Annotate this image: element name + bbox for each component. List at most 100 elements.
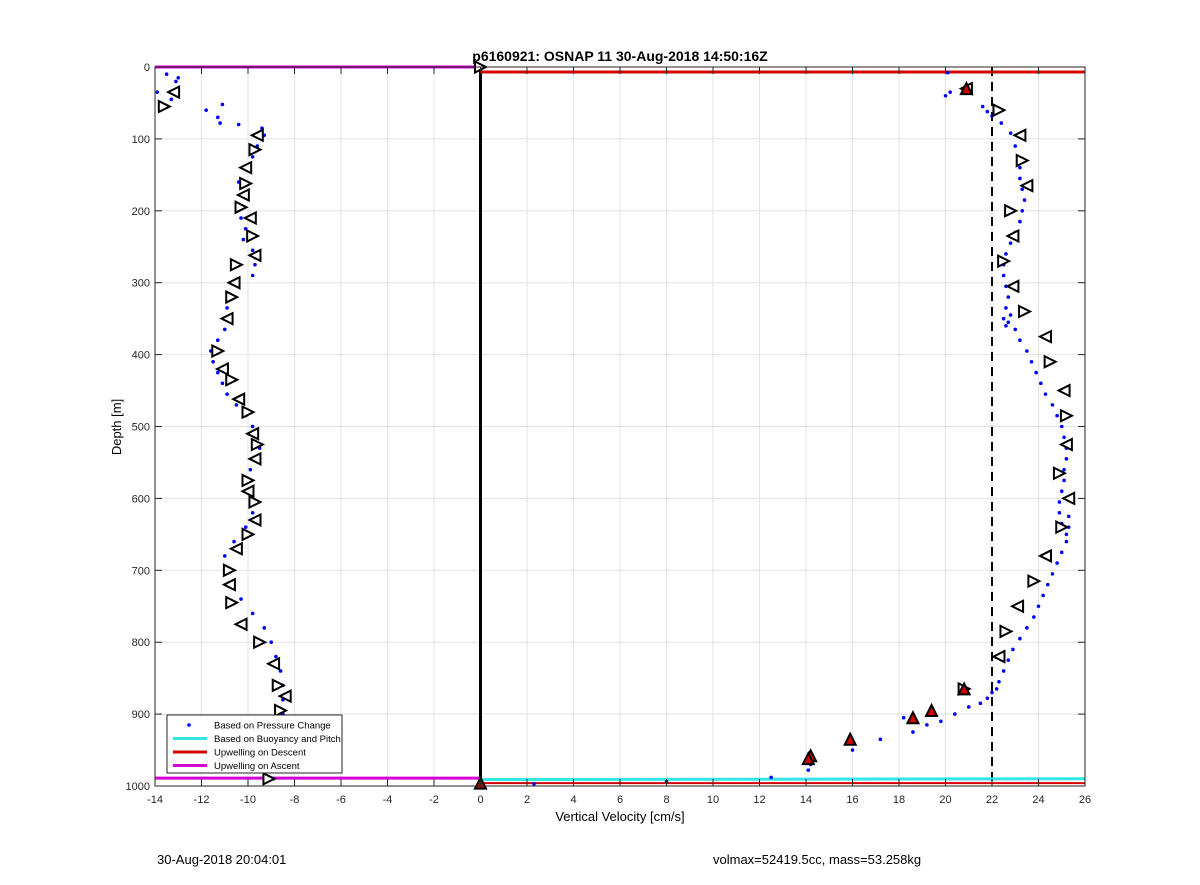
triangle-marker [221, 577, 236, 592]
triangle-marker [265, 656, 281, 671]
pressure-point [250, 248, 255, 253]
pressure-point [1008, 313, 1013, 317]
pressure-point [901, 715, 906, 720]
pressure-point [1013, 327, 1018, 332]
pressure-point [1036, 604, 1041, 609]
triangle-marker [1005, 279, 1020, 294]
triangle-marker [229, 257, 245, 272]
y-tick-label: 200 [132, 206, 150, 218]
triangle-marker [1015, 153, 1030, 168]
pressure-point [532, 782, 536, 786]
triangle-marker [228, 541, 243, 556]
chart-title: p6160921: OSNAP 11 30-Aug-2018 14:50:16Z [472, 48, 768, 64]
pressure-point [985, 696, 990, 701]
y-tick-label: 800 [132, 637, 150, 649]
legend-label: Upwelling on Ascent [214, 761, 300, 772]
y-tick-label: 900 [132, 709, 150, 721]
pressure-point [990, 690, 994, 695]
pressure-point [1062, 467, 1066, 472]
x-tick-label: 6 [617, 794, 623, 806]
pressure-point [946, 70, 950, 75]
x-tick-label: -10 [240, 794, 256, 806]
y-tick-label: 500 [132, 422, 150, 434]
triangle-marker [1009, 599, 1025, 614]
pressure-point [1043, 392, 1048, 396]
pressure-point [248, 467, 253, 472]
triangle-marker [211, 343, 226, 359]
pressure-point [1020, 187, 1025, 192]
pressure-point [215, 338, 220, 343]
pressure-point [211, 359, 215, 364]
pressure-point [948, 90, 952, 94]
y-tick-label: 1000 [126, 781, 150, 793]
triangle-marker [959, 80, 974, 96]
y-tick-label: 400 [132, 350, 150, 362]
triangle-marker [1037, 329, 1052, 344]
triangle-marker [249, 128, 264, 143]
pressure-point [1001, 316, 1006, 321]
pressure-point [1018, 219, 1022, 224]
pressure-point [1018, 165, 1022, 170]
pressure-point [1066, 514, 1071, 519]
triangle-marker [999, 624, 1014, 639]
triangle-marker [225, 289, 240, 305]
pressure-point [164, 72, 169, 76]
triangle-marker [234, 200, 249, 215]
triangle-marker [1056, 383, 1071, 398]
y-tick-label: 600 [132, 493, 150, 505]
pressure-point [225, 392, 229, 396]
pressure-point [911, 730, 915, 734]
pressure-point [220, 102, 225, 107]
pressure-point [155, 90, 160, 94]
triangle-marker [157, 99, 173, 114]
triangle-marker [240, 484, 255, 499]
pressure-point [1025, 349, 1029, 353]
pressure-point [1050, 403, 1055, 407]
y-tick-label: 300 [132, 278, 150, 290]
pressure-point [204, 108, 208, 112]
pressure-point [943, 93, 948, 98]
triangle-marker [247, 248, 262, 263]
x-tick-label: -2 [429, 794, 439, 806]
pressure-point [250, 273, 255, 278]
x-tick-label: 0 [477, 794, 483, 806]
pressure-point [232, 539, 236, 544]
pressure-point [1001, 669, 1006, 673]
triangle-marker [1060, 491, 1076, 506]
triangle-marker [241, 473, 256, 488]
pressure-point [250, 424, 255, 429]
pressure-point [262, 626, 267, 630]
y-axis-label: Depth [m] [109, 399, 124, 455]
x-tick-label: -14 [147, 794, 163, 806]
x-axis-label: Vertical Velocity [cm/s] [555, 809, 684, 824]
pressure-point [241, 237, 246, 242]
pressure-point [1057, 510, 1062, 515]
pressure-point [239, 597, 243, 601]
x-tick-label: 8 [663, 794, 669, 806]
legend-label: Based on Pressure Change [214, 721, 331, 732]
pressure-point [1022, 198, 1027, 202]
x-tick-label: -4 [383, 794, 393, 806]
pressure-point [274, 654, 278, 659]
triangle-marker [235, 187, 250, 203]
pressure-point [1025, 626, 1029, 630]
triangle-marker [1052, 466, 1068, 481]
triangle-marker [992, 103, 1007, 118]
triangle-marker [241, 405, 256, 420]
pressure-point [999, 121, 1004, 125]
x-tick-label: 18 [893, 794, 905, 806]
pressure-point [1018, 636, 1022, 641]
pressure-point [220, 381, 225, 386]
pressure-point [1004, 324, 1008, 328]
pressure-point [939, 719, 943, 724]
triangle-marker [226, 275, 241, 290]
triangle-marker [991, 649, 1006, 664]
triangle-marker [233, 617, 248, 632]
triangle-marker [801, 750, 816, 766]
pressure-point [215, 115, 220, 120]
pressure-point [222, 327, 227, 332]
pressure-point [236, 122, 241, 127]
legend: Based on Pressure Change Based on Buoyanc… [166, 714, 343, 774]
pressure-point [1018, 338, 1022, 343]
